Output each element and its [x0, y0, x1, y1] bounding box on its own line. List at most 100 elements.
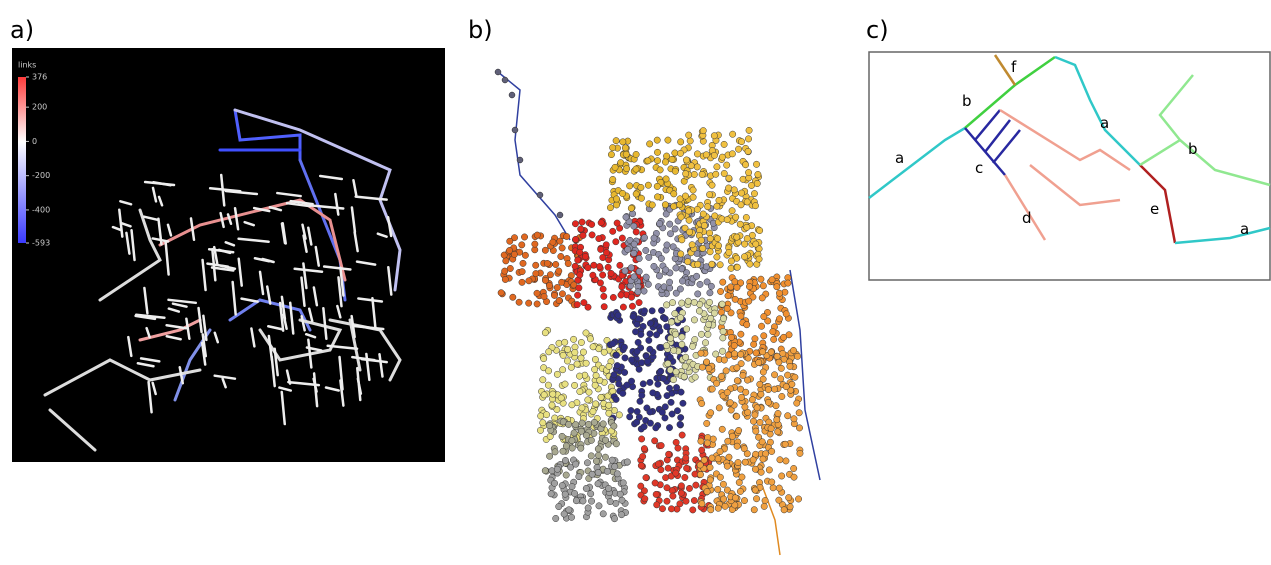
node — [550, 239, 556, 245]
node — [698, 438, 704, 444]
node — [758, 391, 764, 397]
node — [562, 339, 568, 345]
node — [677, 501, 683, 507]
node — [757, 381, 763, 387]
node — [556, 268, 562, 274]
node — [589, 232, 595, 238]
node — [689, 242, 695, 248]
node — [696, 308, 702, 314]
node — [619, 235, 625, 241]
node — [796, 410, 802, 416]
node — [519, 242, 525, 248]
node — [720, 328, 726, 334]
node — [792, 374, 798, 380]
node — [728, 334, 734, 340]
node — [618, 512, 624, 518]
node — [641, 234, 647, 240]
node — [699, 501, 705, 507]
node — [685, 208, 691, 214]
node — [557, 212, 563, 218]
node — [780, 350, 786, 356]
node — [663, 342, 669, 348]
node — [685, 132, 691, 138]
node — [657, 167, 663, 173]
node — [794, 400, 800, 406]
node — [605, 264, 611, 270]
node — [689, 343, 695, 349]
node — [636, 299, 642, 305]
node — [649, 308, 655, 314]
node — [604, 468, 610, 474]
node — [631, 223, 637, 229]
node — [631, 274, 637, 280]
node — [714, 254, 720, 260]
node — [663, 176, 669, 182]
node — [556, 297, 562, 303]
node — [724, 389, 730, 395]
node — [746, 298, 752, 304]
node — [745, 148, 751, 154]
node — [743, 214, 749, 220]
node — [628, 378, 634, 384]
node — [517, 157, 523, 163]
node — [516, 299, 522, 305]
node — [738, 331, 744, 337]
colorbar-tick-label: -200 — [32, 171, 50, 180]
node — [669, 156, 675, 162]
node — [554, 284, 560, 290]
panel-label: b) — [468, 16, 493, 44]
node — [605, 485, 611, 491]
node — [679, 432, 685, 438]
node — [578, 226, 584, 232]
node — [782, 441, 788, 447]
node — [753, 241, 759, 247]
node — [699, 364, 705, 370]
node — [694, 206, 700, 212]
node — [519, 279, 525, 285]
node — [671, 347, 677, 353]
node — [560, 352, 566, 358]
node — [707, 290, 713, 296]
node — [614, 220, 620, 226]
node — [716, 405, 722, 411]
node — [647, 409, 653, 415]
node — [769, 479, 775, 485]
node — [640, 381, 646, 387]
node — [666, 385, 672, 391]
colorbar — [18, 77, 26, 243]
node — [663, 267, 669, 273]
node — [662, 201, 668, 207]
node — [620, 480, 626, 486]
node — [645, 182, 651, 188]
node — [761, 503, 767, 509]
node — [501, 268, 507, 274]
node — [622, 145, 628, 151]
node — [784, 413, 790, 419]
node — [715, 486, 721, 492]
node — [610, 228, 616, 234]
node — [544, 260, 550, 266]
node — [559, 433, 565, 439]
node — [719, 154, 725, 160]
node — [502, 77, 508, 83]
node — [677, 421, 683, 427]
node — [647, 420, 653, 426]
node — [573, 498, 579, 504]
node — [588, 453, 594, 459]
panel-label: a) — [10, 16, 34, 44]
node — [650, 390, 656, 396]
node — [725, 438, 731, 444]
node — [638, 462, 644, 468]
node — [707, 236, 713, 242]
node — [682, 474, 688, 480]
node — [521, 234, 527, 240]
node — [717, 262, 723, 268]
node — [578, 428, 584, 434]
node — [585, 397, 591, 403]
node — [636, 255, 642, 261]
node — [750, 457, 756, 463]
node — [680, 400, 686, 406]
node — [502, 276, 508, 282]
node — [626, 183, 632, 189]
node — [616, 381, 622, 387]
